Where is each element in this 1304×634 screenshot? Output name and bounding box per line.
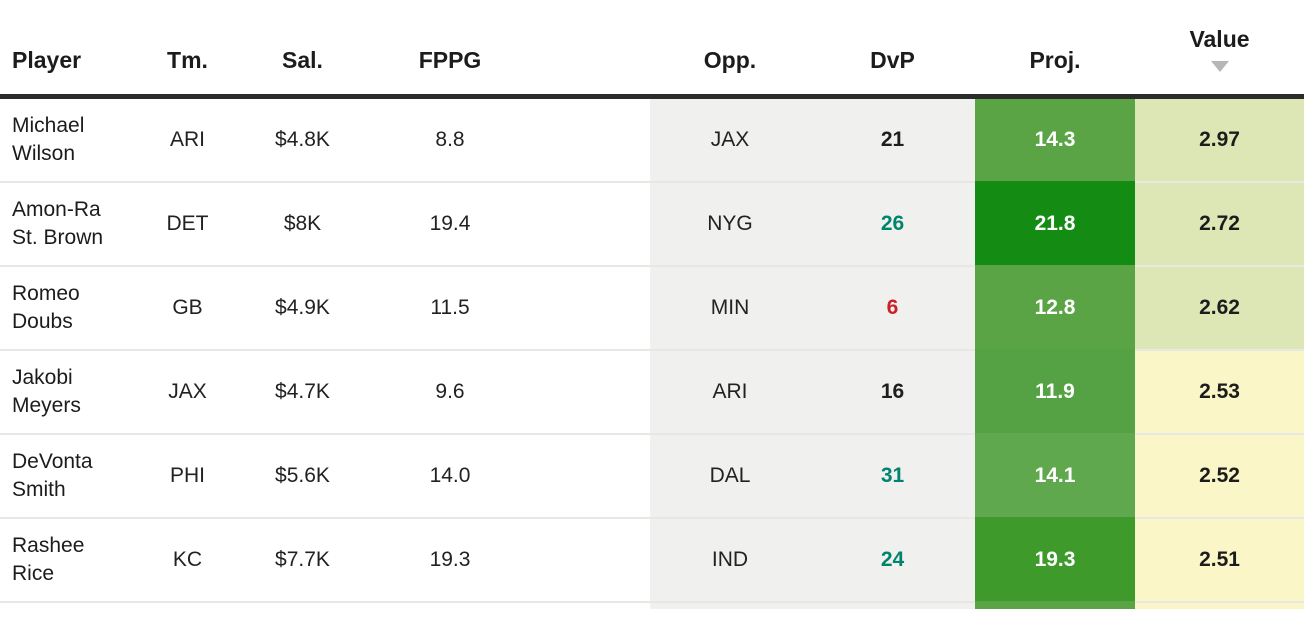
salary-cell <box>240 601 365 609</box>
opponent-cell: IND <box>650 517 810 601</box>
projection-cell: 19.3 <box>975 517 1135 601</box>
projection-cell <box>975 601 1135 609</box>
team-cell: ARI <box>169 128 205 151</box>
column-header-value-sorted[interactable]: Value <box>1135 0 1304 99</box>
salary-cell: $4.7K <box>240 349 365 433</box>
fppg-cell: 19.4 <box>365 181 650 265</box>
opponent-cell: NYG <box>650 181 810 265</box>
column-header-team[interactable]: Tm. <box>135 0 240 99</box>
value-cell <box>1135 601 1304 609</box>
player-name: Jakobi Meyers <box>0 349 135 433</box>
opponent-cell: MIN <box>650 265 810 349</box>
team-cell: PHI <box>135 433 240 517</box>
opponent-cell: ARI <box>650 349 810 433</box>
dvp-cell: 6 <box>810 265 975 349</box>
projection-cell: 21.8 <box>975 181 1135 265</box>
table-row: Michael Wilson ARI $4.8K 8.8 JAX 21 14.3… <box>0 99 1304 181</box>
column-header-dvp[interactable]: DvP <box>810 0 975 99</box>
projection-cell: 14.3 <box>975 99 1135 181</box>
projection-cell: 11.9 <box>975 349 1135 433</box>
value-cell: 2.62 <box>1135 265 1304 349</box>
player-name: Amon-Ra St. Brown <box>0 181 135 265</box>
opponent-cell <box>650 601 810 609</box>
partial-next-row <box>0 601 1304 609</box>
opponent-cell: DAL <box>650 433 810 517</box>
fppg-cell: 14.0 <box>365 433 650 517</box>
salary-cell: $4.9K <box>240 265 365 349</box>
dvp-cell: 31 <box>810 433 975 517</box>
salary-cell: $5.6K <box>240 433 365 517</box>
salary-cell: $8K <box>240 181 365 265</box>
team-cell: KC <box>135 517 240 601</box>
table-row: Romeo Doubs GB $4.9K 11.5 MIN 6 12.8 2.6… <box>0 265 1304 349</box>
salary-cell: $7.7K <box>240 517 365 601</box>
column-header-salary[interactable]: Sal. <box>240 0 365 99</box>
dvp-cell <box>810 601 975 609</box>
team-cell: DET <box>135 181 240 265</box>
table-row: Jakobi Meyers JAX $4.7K 9.6 ARI 16 11.9 … <box>0 349 1304 433</box>
dvp-cell: 26 <box>810 181 975 265</box>
fppg-cell: 11.5 <box>365 265 650 349</box>
fppg-cell: 19.3 <box>365 517 650 601</box>
value-cell: 2.52 <box>1135 433 1304 517</box>
fppg-cell: 8.8 <box>435 128 465 151</box>
player-stats-table: Player Tm. Sal. FPPG Opp. DvP Proj. Valu… <box>0 0 1304 609</box>
header-row: Player Tm. Sal. FPPG Opp. DvP Proj. Valu… <box>0 0 1304 99</box>
player-name: Romeo Doubs <box>0 265 135 349</box>
projection-cell: 14.1 <box>975 433 1135 517</box>
table-row: Rashee Rice KC $7.7K 19.3 IND 24 19.3 2.… <box>0 517 1304 601</box>
player-name: Rashee Rice <box>0 517 135 601</box>
column-header-value-label: Value <box>1189 26 1250 52</box>
dvp-cell: 21 <box>810 99 975 181</box>
value-cell: 2.97 <box>1135 99 1304 181</box>
player-name: DeVonta Smith <box>0 433 135 517</box>
dvp-cell: 24 <box>810 517 975 601</box>
table-row: Amon-Ra St. Brown DET $8K 19.4 NYG 26 21… <box>0 181 1304 265</box>
team-cell: JAX <box>135 349 240 433</box>
column-header-projection[interactable]: Proj. <box>975 0 1135 99</box>
fppg-cell: 9.6 <box>365 349 650 433</box>
team-cell: GB <box>135 265 240 349</box>
team-cell <box>135 601 240 609</box>
value-cell: 2.72 <box>1135 181 1304 265</box>
value-cell: 2.53 <box>1135 349 1304 433</box>
column-header-opponent[interactable]: Opp. <box>650 0 810 99</box>
sort-desc-icon <box>1210 61 1229 72</box>
opponent-cell: JAX <box>650 99 810 181</box>
salary-cell: $4.8K <box>275 128 330 151</box>
value-cell: 2.51 <box>1135 517 1304 601</box>
table-row: DeVonta Smith PHI $5.6K 14.0 DAL 31 14.1… <box>0 433 1304 517</box>
column-header-fppg[interactable]: FPPG <box>365 0 650 99</box>
dvp-cell: 16 <box>810 349 975 433</box>
projection-cell: 12.8 <box>975 265 1135 349</box>
player-name <box>0 601 135 609</box>
column-header-player[interactable]: Player <box>0 0 135 99</box>
player-name: Michael Wilson <box>12 114 85 165</box>
fppg-cell <box>365 601 650 609</box>
